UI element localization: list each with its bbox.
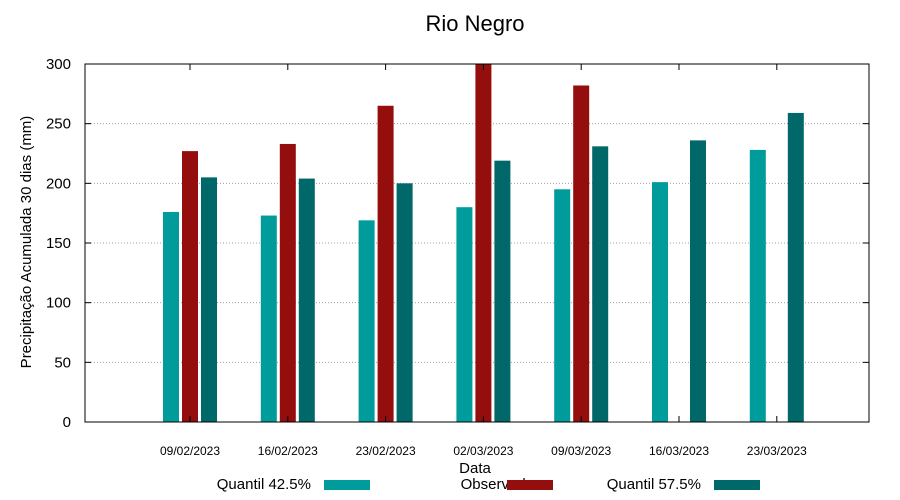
bar-quantil-57-5- [787, 112, 804, 422]
y-axis: 0 50 100 150 200 250 300 [46, 56, 869, 431]
x-tick-label: 09/03/2023 [551, 444, 611, 458]
bar-observado [279, 143, 296, 422]
bar-quantil-42-5- [163, 211, 179, 422]
bar-quantil-42-5- [554, 189, 571, 422]
legend-swatch [714, 480, 760, 490]
x-tick-label: 02/03/2023 [453, 444, 513, 458]
x-axis-label: Data [459, 460, 491, 477]
x-tick-label: 16/03/2023 [649, 444, 709, 458]
bar-quantil-57-5- [592, 146, 609, 422]
bar-quantil-57-5- [298, 178, 315, 422]
bar-observado [475, 64, 492, 422]
bar-quantil-42-5- [749, 149, 766, 423]
bar-observado [182, 151, 198, 422]
bar-quantil-57-5- [396, 183, 413, 422]
y-tick-label: 300 [46, 56, 71, 73]
y-tick-label: 100 [46, 295, 71, 312]
bar-quantil-57-5- [201, 177, 217, 422]
bar-quantil-42-5- [358, 220, 375, 422]
bar-quantil-42-5- [652, 182, 668, 422]
legend: Quantil 42.5% Observado Quantil 57.5% [217, 476, 760, 493]
x-tick-label: 09/02/2023 [160, 444, 220, 458]
legend-swatch [324, 480, 370, 490]
bar-quantil-42-5- [456, 207, 473, 422]
x-tick-label: 23/03/2023 [747, 444, 807, 458]
bar-observado [377, 105, 394, 423]
y-axis-label: Precipitação Acumulada 30 dias (mm) [18, 116, 35, 369]
y-tick-label: 0 [63, 414, 71, 431]
bar-quantil-57-5- [690, 140, 706, 422]
x-tick-label: 23/02/2023 [356, 444, 416, 458]
y-tick-label: 150 [46, 235, 71, 252]
bar-quantil-42-5- [260, 215, 277, 422]
bar-quantil-57-5- [494, 160, 511, 422]
y-tick-label: 200 [46, 175, 71, 192]
legend-label: Quantil 42.5% [217, 476, 311, 493]
bars [163, 64, 804, 423]
bar-observado [573, 85, 590, 422]
y-tick-label: 250 [46, 116, 71, 133]
legend-swatch [507, 480, 553, 490]
x-axis: 09/02/2023 16/02/2023 23/02/2023 02/03/2023… [160, 64, 807, 458]
chart-title: Rio Negro [425, 11, 524, 36]
legend-label: Quantil 57.5% [607, 476, 701, 493]
y-tick-label: 50 [54, 354, 71, 371]
x-tick-label: 16/02/2023 [258, 444, 318, 458]
